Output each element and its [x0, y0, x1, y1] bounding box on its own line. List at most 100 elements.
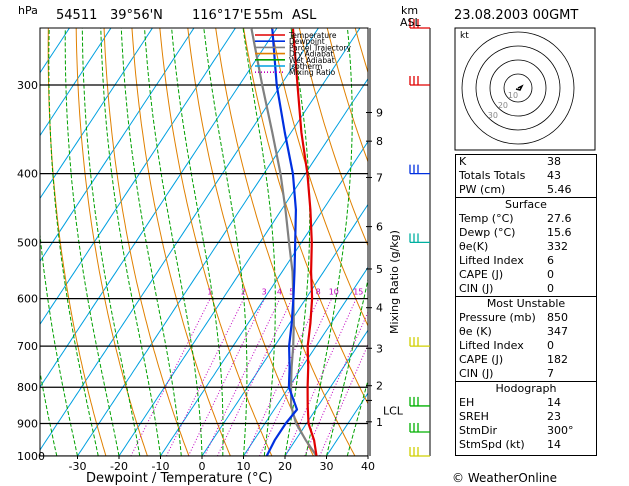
isotherm-line [40, 28, 154, 200]
km-tick-label: 4 [376, 302, 383, 315]
hodograph-ring [489, 59, 547, 117]
km-tick-label: 8 [376, 135, 383, 148]
x-tick-label: 40 [361, 460, 375, 473]
dry-adiabat-line [75, 28, 148, 456]
wet-adiabat-line [81, 28, 141, 456]
wind-barbs [409, 19, 431, 457]
stat-value: 5.46 [547, 183, 572, 196]
mixing-ratio-label: 20 [371, 288, 381, 297]
km-tick-label: 2 [376, 380, 383, 393]
mixing-ratio-line [304, 311, 368, 456]
isotherm-line [201, 203, 368, 456]
asl-label: ASL [400, 16, 422, 29]
surface-row: Dewp (°C) 15.6 [456, 226, 596, 240]
wet-adiabat-line [305, 28, 353, 456]
stat-value: 0 [547, 282, 554, 295]
wind-barb [409, 19, 430, 29]
dry-adiabat-line [159, 28, 273, 456]
dry-adiabat-line [215, 28, 356, 456]
stat-label: Totals Totals [459, 169, 526, 182]
chart-profiles [250, 28, 318, 456]
stat-value: 38 [547, 155, 561, 168]
most-unstable-row: Lifted Index 0 [456, 339, 596, 353]
x-axis-title: Dewpoint / Temperature (°C) [86, 471, 273, 486]
hodograph-ring-label: 30 [488, 111, 498, 120]
mixing-ratio-line [187, 298, 266, 456]
stat-label: θe (K) [459, 325, 492, 338]
plot-frame [39, 27, 369, 457]
stat-value: 347 [547, 325, 568, 338]
stat-value: 27.6 [547, 212, 572, 225]
most-unstable-row: Pressure (mb) 850 [456, 311, 596, 325]
mixing-ratio-label: 1 [207, 288, 212, 297]
dry-adiabat-line [103, 28, 190, 456]
isotherm-line [76, 28, 361, 456]
km-tick-label: 7 [376, 171, 383, 184]
x-tick-label: 30 [320, 460, 334, 473]
most-unstable-row: CIN (J) 7 [456, 367, 596, 381]
surface-row: CAPE (J) 0 [456, 268, 596, 282]
legend-item-label: Isotherm [289, 62, 322, 71]
legend-item-label: Temperature [288, 31, 337, 40]
mixing-ratio-label: 15 [353, 288, 363, 297]
mixing-ratio-line [204, 298, 281, 456]
legend-item-label: Mixing Ratio [289, 68, 336, 77]
stat-label: StmSpd (kt) [459, 438, 525, 451]
hodograph-title: Hodograph [495, 382, 557, 395]
stat-value: 0 [547, 268, 554, 281]
stat-value: 850 [547, 311, 568, 324]
hodograph-row: EH 14 [456, 396, 596, 410]
isotherm-line [40, 28, 195, 263]
stat-label: PW (cm) [459, 183, 506, 196]
station-id: 54511 [56, 8, 97, 23]
stat-label: θe(K) [459, 240, 489, 253]
surface-row: Temp (°C) 27.6 [456, 212, 596, 226]
hpa-label: hPa [18, 4, 38, 17]
hodograph-ring [503, 73, 533, 103]
isotherm-line [284, 329, 368, 456]
stat-label: StmDir [459, 424, 498, 437]
km-tick-label: 9 [376, 106, 383, 119]
index-row: PW (cm) 5.46 [456, 183, 596, 197]
surface-row: CIN (J) 0 [456, 282, 596, 296]
datetime: 23.08.2003 00GMT [454, 8, 578, 23]
x-tick-label: -20 [110, 460, 128, 473]
hodograph-row: SREH 23 [456, 410, 596, 424]
hodograph-row: StmDir 300° [456, 424, 596, 438]
mixing-ratio-label: 10 [329, 288, 339, 297]
wet-adiabat-line [326, 277, 368, 456]
most-unstable-title: Most Unstable [486, 297, 566, 310]
isotherm-line [40, 28, 320, 451]
hodograph-row: StmSpd (kt) 14 [456, 438, 596, 452]
stat-label: Lifted Index [459, 254, 524, 267]
stat-label: Lifted Index [459, 339, 524, 352]
stat-value: 7 [547, 367, 554, 380]
wind-barb [409, 447, 430, 457]
wet-adiabat-line [40, 369, 58, 456]
legend-item-label: Dry Adiabat [289, 50, 333, 59]
station-elev-unit: ASL [292, 8, 317, 23]
stats-table: K 38 Totals Totals 43 PW (cm) 5.46 Surface Te… [455, 154, 597, 456]
stat-label: CAPE (J) [459, 353, 504, 366]
isotherm-line [159, 140, 368, 456]
dry-adiabat-line [243, 28, 368, 405]
stat-label: EH [459, 396, 475, 409]
dry-adiabat-line [47, 28, 107, 456]
pressure-tick-label: 700 [17, 340, 38, 353]
km-tick-label: 3 [376, 342, 383, 355]
hodograph-ring-label: 20 [498, 101, 508, 110]
dry-adiabat-line [270, 28, 368, 328]
isotherm-line [40, 28, 112, 137]
stat-value: 332 [547, 240, 568, 253]
x-tick-label: -10 [152, 460, 170, 473]
mixing-ratio-label: 2 [241, 288, 246, 297]
stat-label: CIN (J) [459, 367, 494, 380]
chart-axes: 300 400 500 600 700 800 900 1000 -30 -20 -10 0 10 20 3… [17, 28, 404, 473]
stat-value: 14 [547, 438, 561, 451]
pressure-tick-label: 900 [17, 418, 38, 431]
chart-grid: 1 2 3 4 5 8 10 15 20 25 [40, 28, 381, 456]
pressure-tick-label: 600 [17, 293, 38, 306]
x-tick-label: -30 [69, 460, 87, 473]
